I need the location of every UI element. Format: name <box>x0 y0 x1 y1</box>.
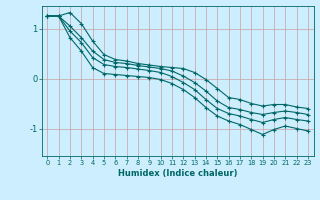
X-axis label: Humidex (Indice chaleur): Humidex (Indice chaleur) <box>118 169 237 178</box>
